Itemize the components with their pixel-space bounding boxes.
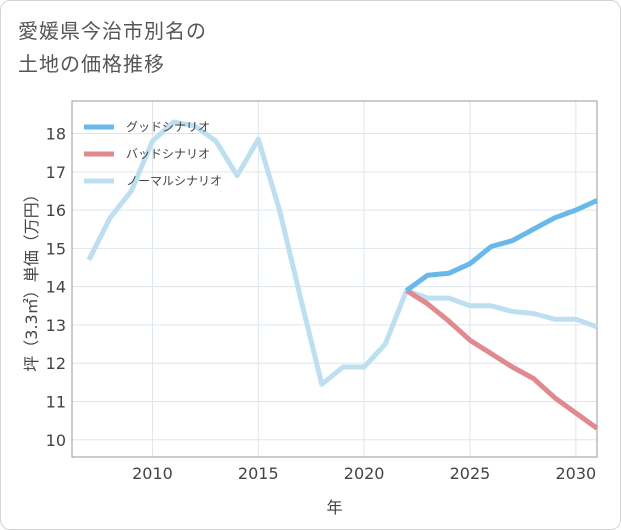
y-tick-label: 15 [46, 239, 66, 258]
series-lines [86, 119, 599, 431]
legend-item: グッドシナリオ [84, 120, 210, 134]
y-tick-label: 17 [46, 163, 66, 182]
y-tick-label: 18 [46, 125, 66, 144]
y-tick-label: 14 [46, 278, 66, 297]
y-tick-label: 13 [46, 316, 66, 335]
y-tick-label: 11 [46, 392, 66, 411]
legend-label: バッドシナリオ [126, 147, 210, 161]
chart-title: 愛媛県今治市別名の 土地の価格推移 [18, 15, 207, 81]
x-tick-label: 2025 [450, 464, 491, 483]
plot-area [71, 100, 598, 458]
chart-title-line-1: 愛媛県今治市別名の [18, 19, 207, 43]
legend-label: ノーマルシナリオ [126, 174, 222, 188]
series-line [86, 119, 598, 387]
x-tick-label: 2010 [132, 464, 173, 483]
series-line [405, 288, 599, 431]
y-axis-label: 坪（3.3㎡）単価（万円） [22, 186, 41, 371]
y-tick-label: 12 [46, 354, 66, 373]
y-tick-label: 10 [46, 431, 66, 450]
chart-title-line-2: 土地の価格推移 [18, 52, 165, 76]
legend-item: ノーマルシナリオ [84, 174, 222, 188]
x-tick-label: 2030 [555, 464, 596, 483]
x-tick-label: 2020 [344, 464, 385, 483]
legend-label: グッドシナリオ [126, 120, 210, 134]
series-line [405, 198, 599, 293]
y-tick-label: 16 [46, 201, 66, 220]
x-axis-label: 年 [326, 498, 342, 517]
x-tick-label: 2015 [238, 464, 279, 483]
legend-item: バッドシナリオ [84, 147, 210, 161]
x-tick-labels: 2010 2015 2020 2025 2030 [132, 464, 596, 483]
y-tick-labels: 10 11 12 13 14 15 16 17 18 [46, 125, 66, 450]
